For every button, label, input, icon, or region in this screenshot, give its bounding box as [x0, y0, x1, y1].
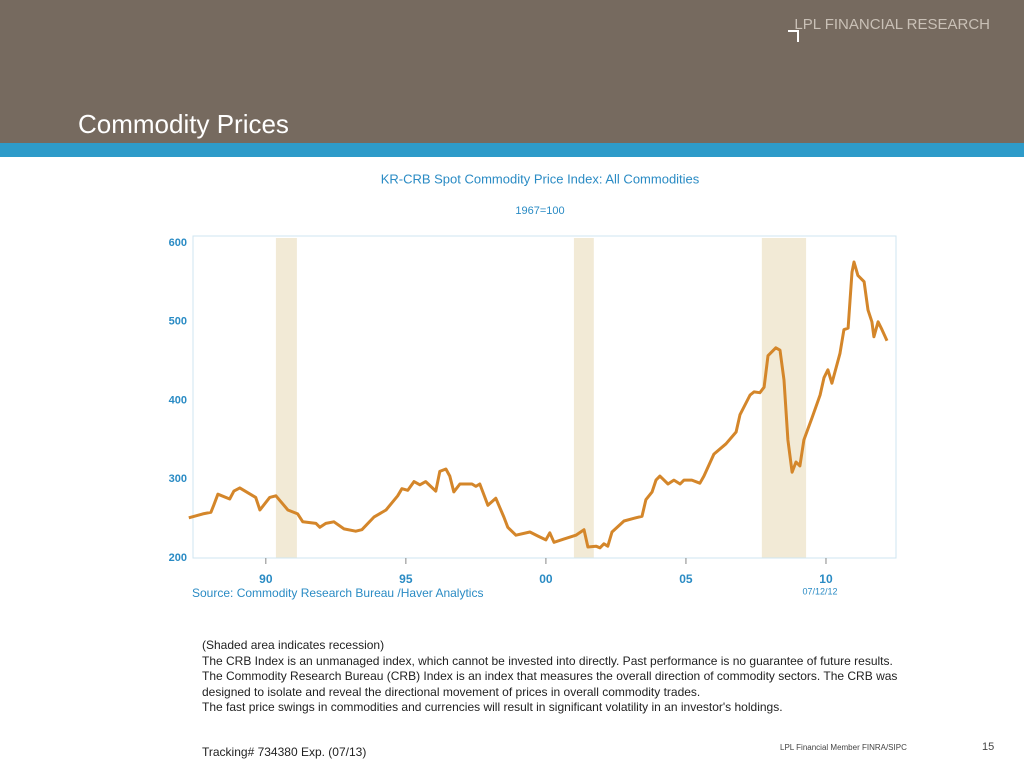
y-tick-label: 200: [169, 552, 187, 564]
y-tick-label: 500: [169, 316, 187, 328]
header-band: [0, 0, 1024, 143]
price-line: [188, 260, 889, 550]
brand-mark: [788, 30, 799, 42]
page-number: 15: [982, 741, 995, 753]
plot-frame: [192, 235, 897, 559]
date-note: 07/12/12: [802, 586, 837, 596]
x-tick-label: 05: [679, 572, 693, 586]
note-line: (Shaded area indicates recession): [202, 638, 385, 652]
note-line: The fast price swings in commodities and…: [202, 700, 783, 714]
y-tick-label: 600: [169, 237, 187, 249]
y-tick-label: 300: [169, 473, 187, 485]
chart-title: KR-CRB Spot Commodity Price Index: All C…: [381, 171, 700, 186]
footer-member: LPL Financial Member FINRA/SIPC: [780, 743, 907, 752]
header-stripe: [0, 143, 1024, 157]
tracking: Tracking# 734380 Exp. (07/13): [202, 745, 367, 759]
note-line: The CRB Index is an unmanaged index, whi…: [202, 653, 893, 668]
source: Source: Commodity Research Bureau /Haver…: [192, 586, 483, 600]
slide-title: Commodity Prices: [78, 109, 289, 139]
y-tick-label: 400: [169, 394, 187, 406]
chart: KR-CRB Spot Commodity Price Index: All C…: [169, 171, 897, 600]
x-tick-label: 10: [819, 572, 833, 586]
recession-band: [275, 238, 297, 558]
x-tick-label: 90: [259, 572, 273, 586]
x-tick-label: 00: [539, 572, 553, 586]
chart-subtitle: 1967=100: [515, 205, 564, 217]
notes: (Shaded area indicates recession) The CRB…: [202, 638, 902, 716]
recession-band: [573, 238, 594, 558]
brand: LPL FINANCIAL RESEARCH: [794, 16, 990, 33]
x-tick-label: 95: [399, 572, 413, 586]
note-line: The Commodity Research Bureau (CRB) Inde…: [202, 669, 898, 699]
